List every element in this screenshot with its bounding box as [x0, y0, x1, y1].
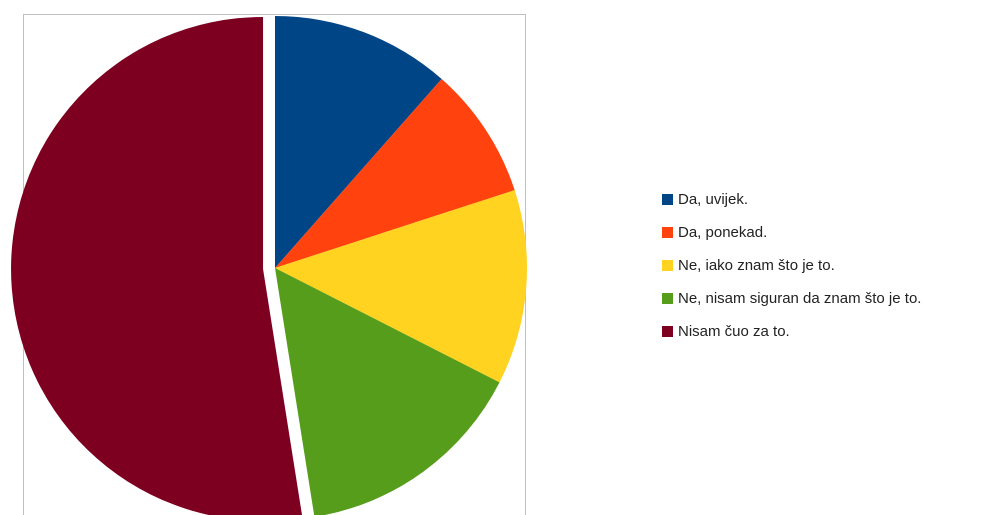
legend-item-da-uvijek: Da, uvijek. [662, 190, 921, 208]
legend-item-ne-nisam-siguran: Ne, nisam siguran da znam što je to. [662, 289, 921, 307]
legend-swatch [662, 259, 673, 271]
legend-item-nisam-cuo: Nisam čuo za to. [662, 322, 921, 340]
pie-slice-3 [275, 190, 528, 383]
legend-label: Ne, iako znam što je to. [678, 256, 835, 274]
pie-slices [11, 16, 528, 515]
legend-swatch [662, 325, 673, 337]
legend-label: Nisam čuo za to. [678, 322, 790, 340]
pie-slice-5 [11, 16, 303, 515]
legend-label: Da, ponekad. [678, 223, 768, 241]
legend-swatch [662, 226, 673, 238]
legend-item-ne-iako-znam: Ne, iako znam što je to. [662, 256, 921, 274]
legend-swatch [662, 193, 673, 205]
pie-slice-4 [275, 268, 500, 515]
legend: Da, uvijek. Da, ponekad. Ne, iako znam š… [662, 190, 921, 355]
legend-item-da-ponekad: Da, ponekad. [662, 223, 921, 241]
legend-swatch [662, 292, 673, 304]
legend-label: Da, uvijek. [678, 190, 749, 208]
legend-label: Ne, nisam siguran da znam što je to. [678, 289, 922, 307]
pie-slice-2 [275, 78, 515, 268]
pie-slice-1 [275, 16, 442, 268]
